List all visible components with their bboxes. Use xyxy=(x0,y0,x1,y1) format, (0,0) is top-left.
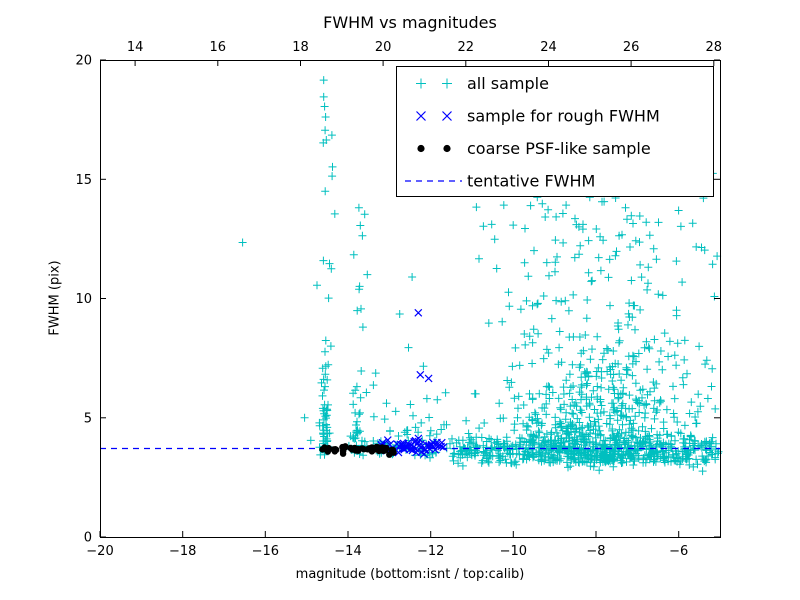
top-tick-label: 22 xyxy=(458,40,475,55)
top-tick-label: 14 xyxy=(127,40,144,55)
legend-plus-icon xyxy=(442,78,452,89)
y-tick-label: 20 xyxy=(75,54,92,69)
x-tick-label: −12 xyxy=(417,544,444,559)
y-tick-label: 5 xyxy=(84,411,92,426)
y-tick-label: 0 xyxy=(84,531,92,546)
legend-x-icon xyxy=(416,111,426,121)
legend-x-icon xyxy=(442,111,452,121)
tick-labels: −20 −18 −16 −14 −12 −10 −8 −6 14 16 18 20 22 24 26 28 0 5… xyxy=(75,40,722,559)
top-tick-label: 24 xyxy=(540,40,557,55)
top-tick-label: 20 xyxy=(375,40,392,55)
x-tick-label: −20 xyxy=(86,544,113,559)
legend-dot-icon xyxy=(417,144,425,153)
legend-plus-icon xyxy=(416,78,426,89)
legend: all sample sample for rough FWHM coarse PS… xyxy=(396,66,714,197)
x-tick-label: −8 xyxy=(586,544,605,559)
legend-label: sample for rough FWHM xyxy=(467,107,660,126)
y-tick-label: 10 xyxy=(75,292,92,307)
legend-label: coarse PSF-like sample xyxy=(467,139,651,158)
top-tick-label: 16 xyxy=(210,40,227,55)
y-axis-label: FWHM (pix) xyxy=(47,260,63,336)
y-tick-label: 15 xyxy=(75,173,92,188)
x-tick-label: −16 xyxy=(252,544,279,559)
x-tick-label: −18 xyxy=(169,544,196,559)
legend-dot-icon xyxy=(443,144,451,153)
x-tick-label: −14 xyxy=(334,544,361,559)
x-tick-label: −6 xyxy=(669,544,688,559)
series-all-sample xyxy=(238,76,723,476)
legend-label: tentative FWHM xyxy=(467,172,595,191)
legend-label: all sample xyxy=(467,74,549,93)
x-axis-label: magnitude (bottom:isnt / top:calib) xyxy=(295,567,525,582)
top-tick-label: 18 xyxy=(292,40,309,55)
top-tick-label: 28 xyxy=(706,40,723,55)
series-coarse-psf-like-sample xyxy=(319,443,397,458)
top-tick-label: 26 xyxy=(623,40,640,55)
x-tick-label: −10 xyxy=(500,544,527,559)
axes-frame xyxy=(99,59,721,538)
chart-title: FWHM vs magnitudes xyxy=(323,13,497,32)
